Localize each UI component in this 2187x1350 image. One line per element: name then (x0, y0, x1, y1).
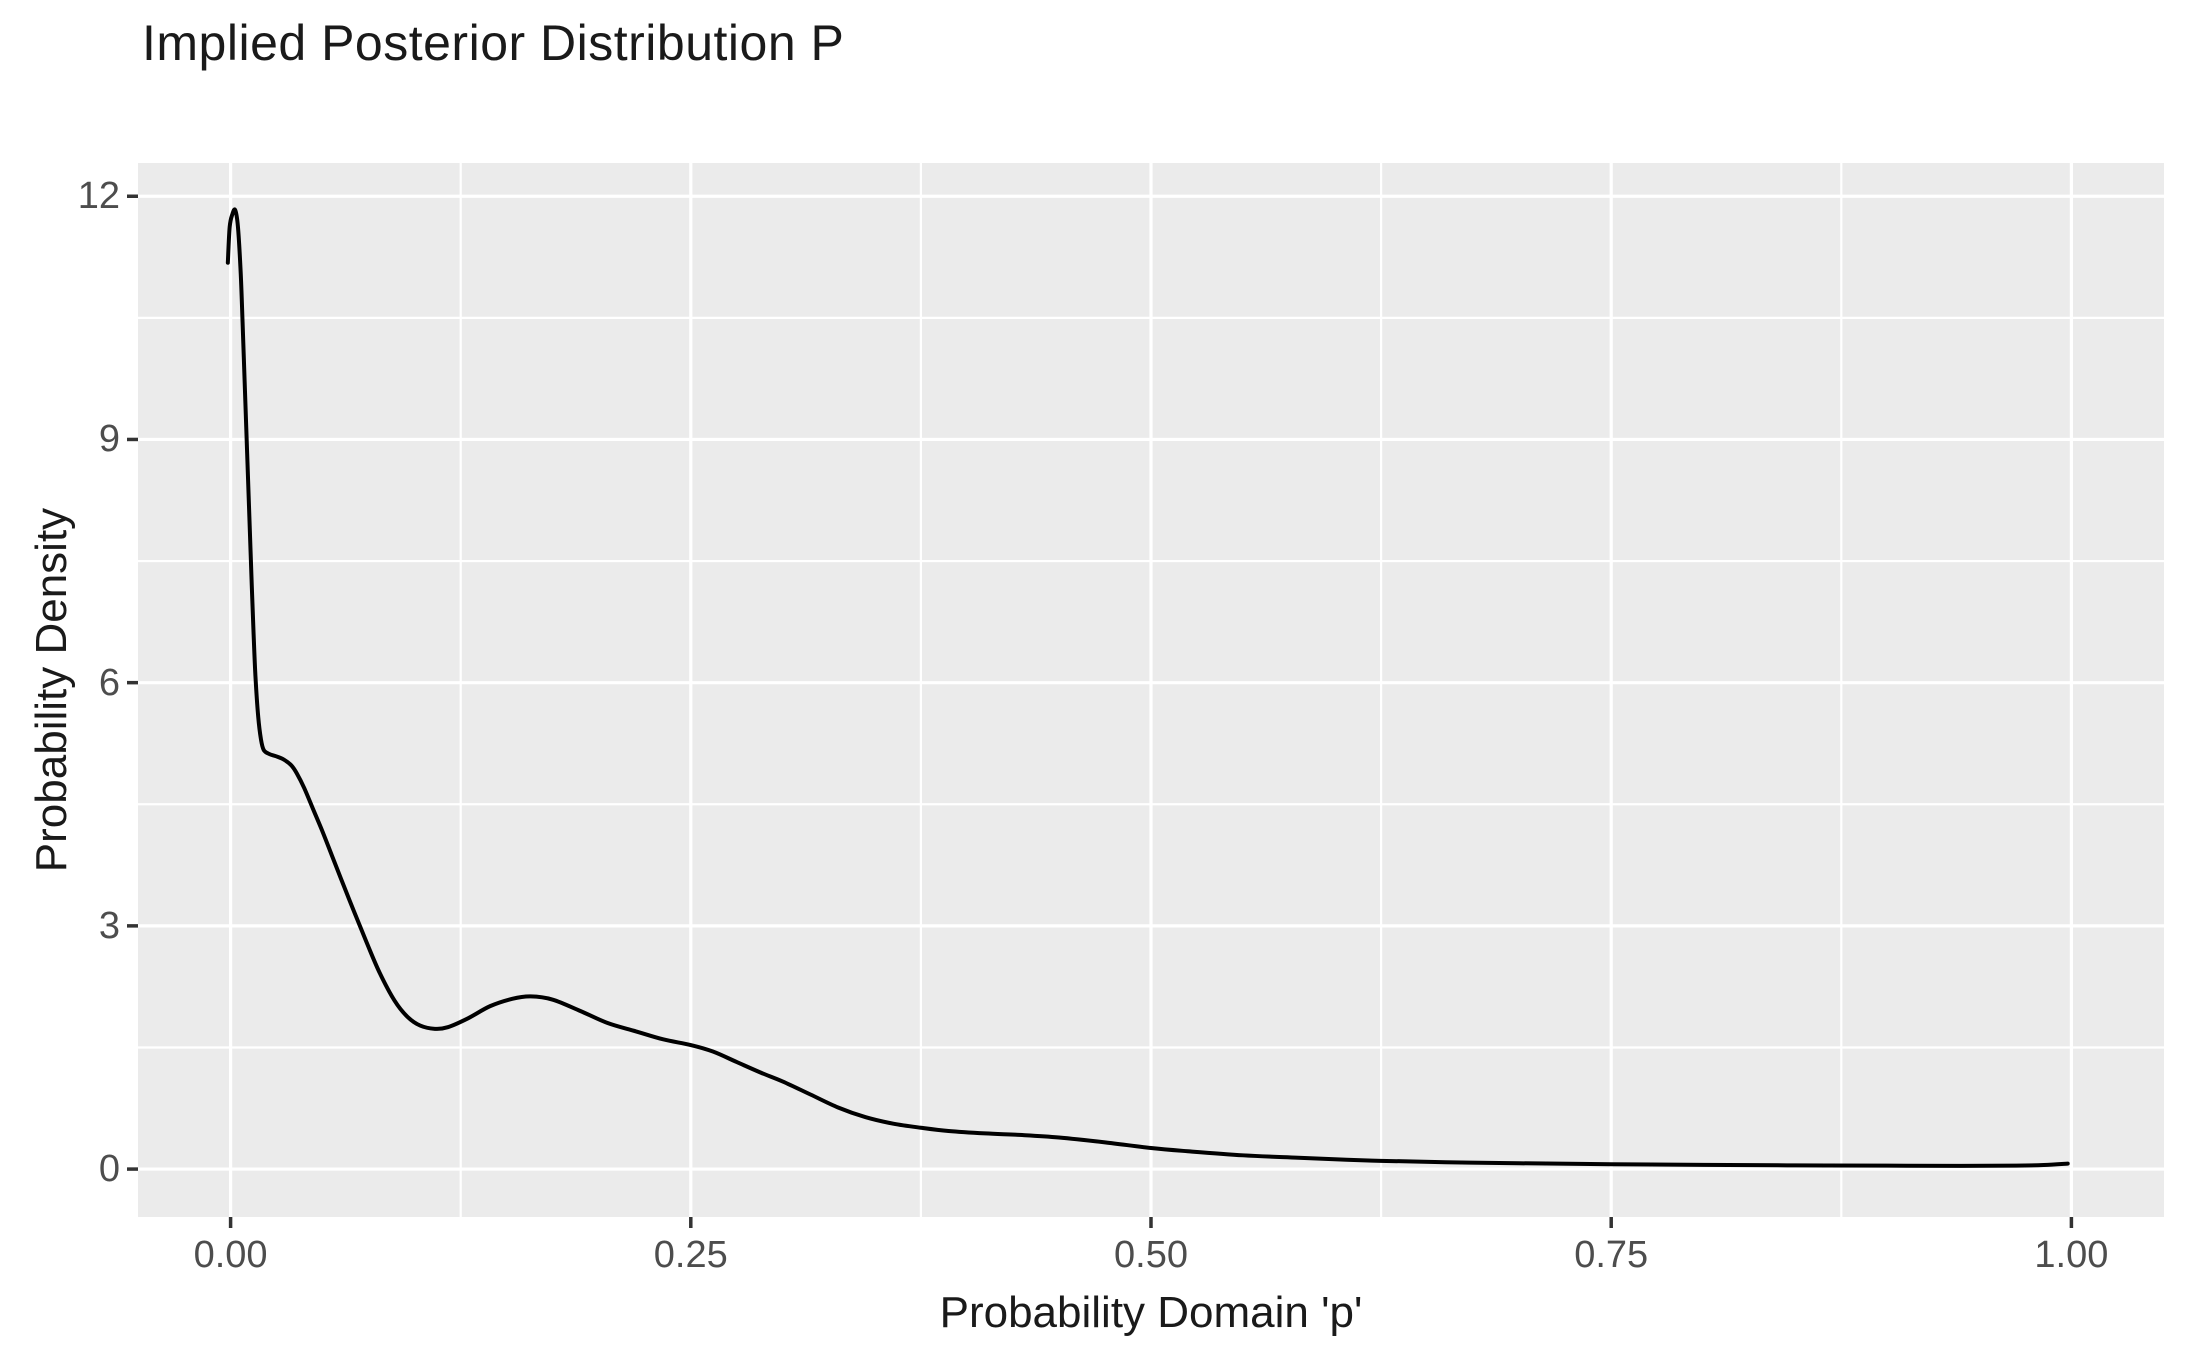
y-tick-label: 6 (98, 661, 120, 704)
x-tick-label: 0.25 (653, 1234, 728, 1276)
y-tick-label: 0 (98, 1148, 120, 1191)
axis-tick-marks (127, 194, 2074, 1228)
x-tick-label: 0.00 (193, 1234, 268, 1276)
x-tick-label: 0.75 (1574, 1234, 1649, 1276)
density-curve (225, 207, 2070, 1168)
y-tick-label: 12 (77, 175, 120, 218)
major-gridlines (138, 163, 2164, 1217)
y-tick-label: 3 (98, 904, 120, 947)
x-axis-title: Probability Domain 'p' (939, 1288, 1363, 1337)
y-tick-label: 9 (98, 418, 120, 461)
x-tick-label: 0.50 (1114, 1234, 1188, 1276)
x-tick-label: 1.00 (2034, 1234, 2109, 1276)
plot-title: Implied Posterior Distribution P (142, 15, 845, 71)
